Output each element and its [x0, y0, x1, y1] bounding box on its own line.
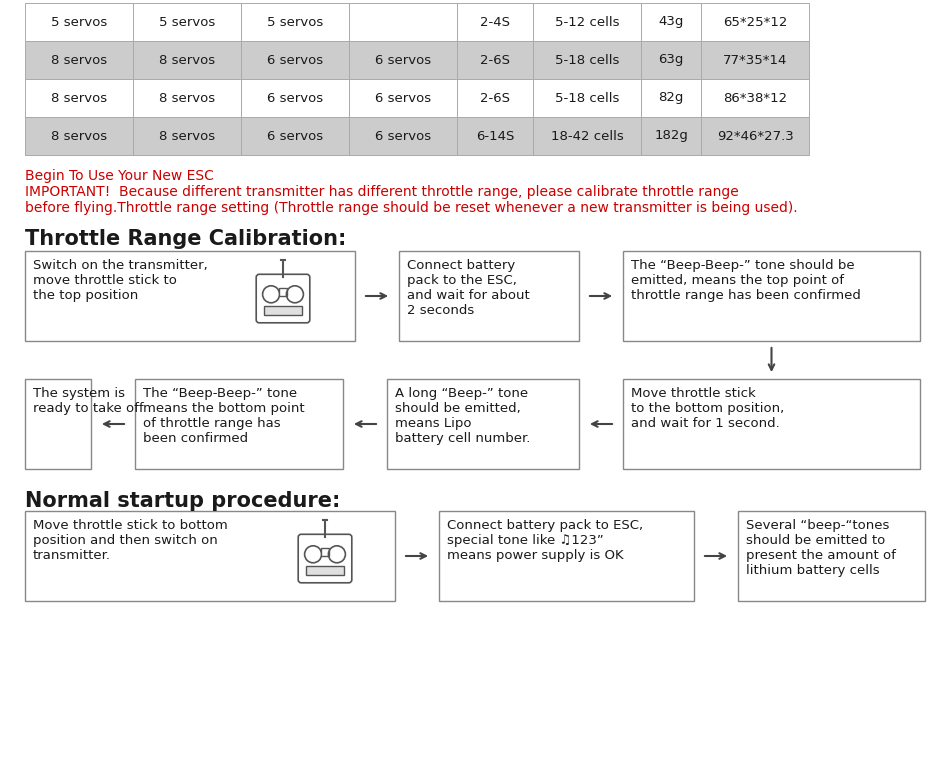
Bar [387, 379, 579, 469]
Text: 2-6S: 2-6S [480, 92, 510, 105]
Text: Move throttle stick
to the bottom position,
and wait for 1 second.: Move throttle stick to the bottom positi… [631, 387, 784, 430]
Bar [133, 79, 241, 117]
Bar [457, 3, 533, 41]
Bar [279, 287, 288, 296]
Text: The “Beep-Beep-” tone
means the bottom point
of throttle range has
been confirme: The “Beep-Beep-” tone means the bottom p… [143, 387, 305, 445]
Bar [399, 251, 579, 341]
Bar [306, 566, 344, 575]
Text: 8 servos: 8 servos [51, 54, 107, 67]
Bar [641, 117, 701, 155]
Text: 6 servos: 6 servos [375, 92, 431, 105]
Text: 6 servos: 6 servos [267, 54, 323, 67]
Bar [701, 79, 809, 117]
Bar [241, 117, 349, 155]
Bar [25, 3, 133, 41]
Bar [25, 41, 133, 79]
Bar [623, 379, 920, 469]
Bar [439, 511, 694, 601]
Text: 182g: 182g [654, 130, 688, 143]
Text: 6 servos: 6 servos [267, 130, 323, 143]
Text: 5 servos: 5 servos [51, 15, 107, 29]
Text: before flying.Throttle range setting (Throttle range should be reset whenever a : before flying.Throttle range setting (Th… [25, 201, 798, 215]
Bar [241, 41, 349, 79]
Text: 5-18 cells: 5-18 cells [555, 92, 619, 105]
Text: Several “beep-“tones
should be emitted to
present the amount of
lithium battery : Several “beep-“tones should be emitted t… [746, 519, 896, 577]
Text: Switch on the transmitter,
move throttle stick to
the top position: Switch on the transmitter, move throttle… [33, 259, 208, 302]
Text: 6 servos: 6 servos [375, 54, 431, 67]
Text: Throttle Range Calibration:: Throttle Range Calibration: [25, 229, 346, 249]
Text: 8 servos: 8 servos [51, 130, 107, 143]
Bar [349, 3, 457, 41]
Bar [623, 251, 920, 341]
Text: 43g: 43g [658, 15, 683, 29]
Text: The “Beep-Beep-” tone should be
emitted, means the top point of
throttle range h: The “Beep-Beep-” tone should be emitted,… [631, 259, 861, 302]
Bar [457, 41, 533, 79]
Bar [349, 79, 457, 117]
Text: Move throttle stick to bottom
position and then switch on
transmitter.: Move throttle stick to bottom position a… [33, 519, 227, 562]
Text: 5-12 cells: 5-12 cells [555, 15, 619, 29]
Bar [25, 511, 395, 601]
Bar [135, 379, 343, 469]
Bar [738, 511, 925, 601]
Text: 63g: 63g [658, 54, 683, 67]
Text: 8 servos: 8 servos [51, 92, 107, 105]
Bar [349, 117, 457, 155]
Bar [133, 41, 241, 79]
Bar [349, 41, 457, 79]
Bar [133, 3, 241, 41]
Text: 5-18 cells: 5-18 cells [555, 54, 619, 67]
Text: 92*46*27.3: 92*46*27.3 [716, 130, 793, 143]
Text: 6 servos: 6 servos [375, 130, 431, 143]
Bar [321, 547, 329, 556]
Text: 82g: 82g [658, 92, 683, 105]
Text: Connect battery pack to ESC,
special tone like ♫123”
means power supply is OK: Connect battery pack to ESC, special ton… [447, 519, 643, 562]
Text: 6-14S: 6-14S [476, 130, 514, 143]
Bar [25, 117, 133, 155]
Bar [641, 3, 701, 41]
Bar [133, 117, 241, 155]
Bar [25, 251, 355, 341]
Text: 8 servos: 8 servos [159, 92, 215, 105]
Text: Connect battery
pack to the ESC,
and wait for about
2 seconds: Connect battery pack to the ESC, and wai… [407, 259, 530, 317]
Text: 6 servos: 6 servos [267, 92, 323, 105]
Text: 2-6S: 2-6S [480, 54, 510, 67]
Text: 86*38*12: 86*38*12 [723, 92, 787, 105]
Bar [701, 117, 809, 155]
Bar [241, 79, 349, 117]
Bar [641, 79, 701, 117]
FancyBboxPatch shape [257, 274, 310, 323]
Text: 5 servos: 5 servos [267, 15, 323, 29]
Text: 8 servos: 8 servos [159, 54, 215, 67]
Text: A long “Beep-” tone
should be emitted,
means Lipo
battery cell number.: A long “Beep-” tone should be emitted, m… [395, 387, 530, 445]
Text: The system is
ready to take off: The system is ready to take off [33, 387, 144, 415]
Bar [533, 79, 641, 117]
Bar [533, 41, 641, 79]
Bar [457, 117, 533, 155]
Text: 2-4S: 2-4S [480, 15, 510, 29]
Bar [25, 379, 91, 469]
Bar [241, 3, 349, 41]
FancyBboxPatch shape [298, 534, 352, 583]
Bar [25, 79, 133, 117]
Bar [533, 117, 641, 155]
Bar [701, 41, 809, 79]
Bar [641, 41, 701, 79]
Text: 18-42 cells: 18-42 cells [551, 130, 623, 143]
Bar [457, 79, 533, 117]
Text: 77*35*14: 77*35*14 [723, 54, 787, 67]
Text: 8 servos: 8 servos [159, 130, 215, 143]
Bar [533, 3, 641, 41]
Bar [264, 306, 302, 315]
Text: 5 servos: 5 servos [159, 15, 215, 29]
Text: Begin To Use Your New ESC: Begin To Use Your New ESC [25, 169, 214, 183]
Bar [701, 3, 809, 41]
Text: IMPORTANT!  Because different transmitter has different throttle range, please c: IMPORTANT! Because different transmitter… [25, 185, 739, 199]
Text: Normal startup procedure:: Normal startup procedure: [25, 491, 340, 511]
Text: 65*25*12: 65*25*12 [723, 15, 787, 29]
